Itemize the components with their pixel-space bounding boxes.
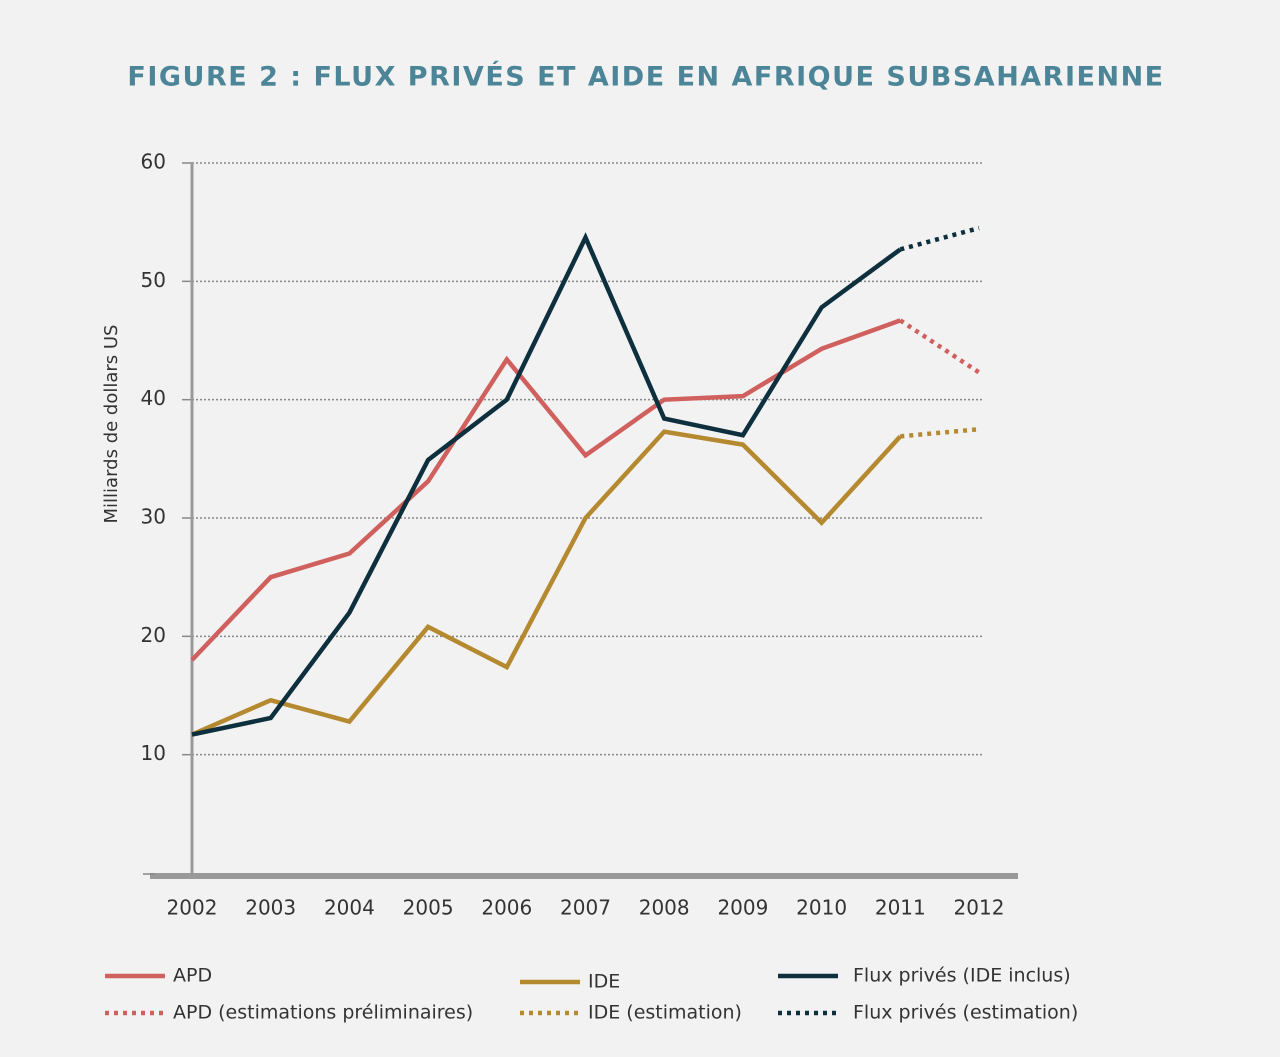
- x-tick-label: 2003: [245, 896, 296, 920]
- x-tick-label: 2005: [403, 896, 454, 920]
- y-tick-label: 50: [141, 268, 166, 292]
- background: [8, 8, 1272, 1050]
- legend-label: Flux privés (IDE inclus): [853, 965, 1071, 987]
- x-tick-label: 2007: [560, 896, 611, 920]
- y-axis-label: Milliards de dollars US: [101, 325, 122, 524]
- legend-label: APD (estimations préliminaires): [173, 1002, 473, 1024]
- x-tick-label: 2006: [481, 896, 532, 920]
- x-tick-label: 2012: [954, 896, 1005, 920]
- chart-title: FIGURE 2 : FLUX PRIVÉS ET AIDE EN AFRIQU…: [127, 61, 1164, 93]
- series-line: [900, 427, 980, 439]
- y-tick-label: 40: [141, 386, 166, 410]
- y-tick-label: 10: [141, 741, 166, 765]
- series-line: [191, 232, 902, 737]
- legend-label: IDE (estimation): [588, 1002, 742, 1024]
- legend-label: IDE: [588, 971, 620, 993]
- x-tick-label: 2010: [796, 896, 847, 920]
- legend-label: Flux privés (estimation): [853, 1002, 1078, 1024]
- series-line: [191, 429, 902, 737]
- legend-label: APD: [173, 965, 212, 987]
- x-tick-label: 2002: [167, 896, 218, 920]
- y-tick-label: 20: [141, 623, 166, 647]
- x-tick-label: 2009: [717, 896, 768, 920]
- x-tick-label: 2008: [639, 896, 690, 920]
- series-line: [899, 318, 981, 375]
- y-tick-label: 60: [141, 150, 166, 174]
- y-tick-label: 30: [141, 505, 166, 529]
- x-tick-label: 2011: [875, 896, 926, 920]
- x-tick-label: 2004: [324, 896, 375, 920]
